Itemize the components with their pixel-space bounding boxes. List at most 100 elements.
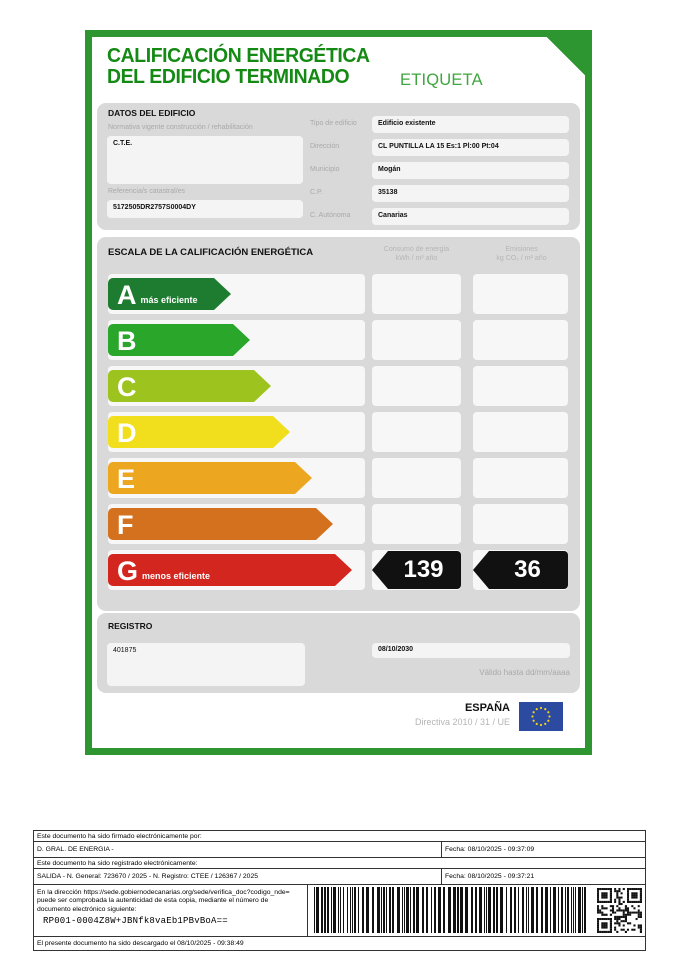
rating-track-cell: D bbox=[108, 412, 365, 452]
stamp-registered-caption: Este documento ha sido registrado electr… bbox=[37, 859, 198, 867]
consumo-cell-a bbox=[372, 274, 461, 314]
stamp-row-registry: SALIDA - N. General: 723670 / 2025 - N. … bbox=[33, 868, 646, 885]
emisiones-cell-g: 36 bbox=[473, 550, 568, 590]
direccion-value: CL PUNTILLA LA 15 Es:1 Pl:00 Pt:04 bbox=[378, 143, 499, 150]
direccion-label: Dirección bbox=[310, 143, 340, 150]
rating-letter: C bbox=[117, 372, 137, 402]
rating-letter: B bbox=[117, 326, 137, 356]
emisiones-cell-c bbox=[473, 366, 568, 406]
registro-numero-field: 401875 bbox=[107, 643, 305, 686]
rating-track-cell: E bbox=[108, 458, 365, 498]
registro-validez-value: 08/10/2030 bbox=[378, 646, 414, 653]
title-line-2: DEL EDIFICIO TERMINADO bbox=[107, 66, 350, 88]
registro-heading: REGISTRO bbox=[108, 621, 153, 631]
consumo-cell-d bbox=[372, 412, 461, 452]
stamp-downloaded-caption: El presente documento ha sido descargado… bbox=[37, 940, 244, 947]
escala-heading: ESCALA DE LA CALIFICACIÓN ENERGÉTICA bbox=[108, 247, 314, 258]
consumo-header-line1: Consumo de energía bbox=[383, 246, 450, 253]
emisiones-column-header: Emisiones kg CO₂ / m² año bbox=[474, 245, 569, 263]
municipio-label: Municipio bbox=[310, 166, 340, 173]
rating-letter: D bbox=[117, 418, 137, 448]
registro-numero-value: 401875 bbox=[113, 647, 137, 654]
cp-field: 35138 bbox=[372, 185, 569, 202]
emisiones-cell-f bbox=[473, 504, 568, 544]
stamp-signer: D. GRAL. DE ENERGIA - bbox=[37, 846, 114, 853]
tipo-edificio-value: Edificio existente bbox=[378, 120, 436, 127]
title-line-1: CALIFICACIÓN ENERGÉTICA bbox=[107, 45, 370, 67]
comunidad-value: Canarias bbox=[378, 212, 408, 219]
consumo-value-arrow: 139 bbox=[372, 551, 461, 589]
stamp-registry-number: SALIDA - N. General: 723670 / 2025 - N. … bbox=[37, 873, 259, 880]
verification-line-2: puede ser comprobada la autenticidad de … bbox=[37, 897, 269, 905]
normativa-value: C.T.E. bbox=[113, 140, 133, 147]
cp-label: C.P. bbox=[310, 189, 323, 196]
rating-track-cell: F bbox=[108, 504, 365, 544]
rating-arrow-c: C bbox=[108, 370, 271, 402]
section-escala: ESCALA DE LA CALIFICACIÓN ENERGÉTICA Con… bbox=[97, 237, 580, 611]
barcode-image bbox=[314, 887, 586, 933]
consumo-value: 139 bbox=[403, 556, 444, 583]
rating-letter: E bbox=[117, 464, 136, 494]
direccion-field: CL PUNTILLA LA 15 Es:1 Pl:00 Pt:04 bbox=[372, 139, 569, 156]
rating-track-cell: B bbox=[108, 320, 365, 360]
municipio-value: Mogán bbox=[378, 166, 401, 173]
cp-value: 35138 bbox=[378, 189, 398, 196]
emisiones-value-arrow: 36 bbox=[473, 551, 568, 589]
rating-arrow-f: F bbox=[108, 508, 333, 540]
stamp-row-downloaded: El presente documento ha sido descargado… bbox=[33, 936, 646, 951]
stamp-signed-date: Fecha: 08/10/2025 - 09:37:09 bbox=[441, 842, 645, 857]
consumo-cell-e bbox=[372, 458, 461, 498]
espana-text: ESPAÑA Directiva 2010 / 31 / UE bbox=[415, 702, 510, 731]
consumo-cell-c bbox=[372, 366, 461, 406]
rating-letter: G bbox=[117, 556, 139, 586]
emisiones-header-line1: Emisiones bbox=[505, 246, 538, 253]
emisiones-cell-a bbox=[473, 274, 568, 314]
rating-row-b: B bbox=[108, 320, 569, 360]
espana-block: ESPAÑA Directiva 2010 / 31 / UE bbox=[415, 702, 563, 731]
consumo-header-line2: kWh / m² año bbox=[395, 255, 438, 262]
consumo-column-header: Consumo de energía kWh / m² año bbox=[372, 245, 461, 263]
verification-line-1: En la dirección https://sede.gobiernodec… bbox=[37, 889, 290, 896]
referencia-field: 5172505DR2757S0004DY bbox=[107, 200, 303, 218]
consumo-cell-g: 139 bbox=[372, 550, 461, 590]
registro-validez-field: 08/10/2030 bbox=[372, 643, 570, 658]
tipo-edificio-label: Tipo de edificio bbox=[310, 120, 357, 127]
rating-arrow-d: D bbox=[108, 416, 290, 448]
emisiones-header-line2: kg CO₂ / m² año bbox=[496, 255, 547, 262]
comunidad-label: C. Autónoma bbox=[310, 212, 351, 219]
emisiones-cell-e bbox=[473, 458, 568, 498]
certificate-title: CALIFICACIÓN ENERGÉTICA DEL EDIFICIO TER… bbox=[107, 46, 370, 88]
rating-arrow-b: B bbox=[108, 324, 250, 356]
rating-track-cell: C bbox=[108, 366, 365, 406]
stamp-row-verification: En la dirección https://sede.gobiernodec… bbox=[33, 884, 646, 937]
verification-text-block: En la dirección https://sede.gobiernodec… bbox=[34, 885, 308, 936]
emisiones-value: 36 bbox=[514, 556, 541, 583]
emisiones-cell-d bbox=[473, 412, 568, 452]
rating-letter: A bbox=[117, 280, 137, 310]
stamp-row-signer: D. GRAL. DE ENERGIA - Fecha: 08/10/2025 … bbox=[33, 841, 646, 858]
datos-heading: DATOS DEL EDIFICIO bbox=[108, 108, 196, 118]
stamp-signed-caption: Este documento ha sido firmado electróni… bbox=[37, 832, 202, 840]
referencia-label: Referencia/s catastral/es bbox=[108, 188, 186, 195]
rating-arrow-e: E bbox=[108, 462, 312, 494]
normativa-label: Normativa vigente construcción / rehabil… bbox=[108, 124, 253, 131]
normativa-field: C.T.E. bbox=[107, 136, 303, 184]
etiqueta-label: ETIQUETA bbox=[400, 70, 483, 89]
tipo-edificio-field: Edificio existente bbox=[372, 116, 569, 133]
rating-row-c: C bbox=[108, 366, 569, 406]
eu-flag-stars bbox=[531, 706, 551, 727]
rating-sublabel: más eficiente bbox=[140, 295, 198, 305]
signature-stamp-table: Este documento ha sido firmado electróni… bbox=[33, 830, 646, 951]
eu-flag-icon bbox=[519, 702, 563, 731]
verification-line-3: documento electrónico siguiente: bbox=[37, 905, 137, 913]
electronic-document-code: RP001-0004Z8W+JBNfk8vaEb1PBvBoA== bbox=[43, 916, 228, 927]
section-registro: REGISTRO 401875 08/10/2030 Válido hasta … bbox=[97, 613, 580, 693]
valido-hasta-caption: Válido hasta dd/mm/aaaa bbox=[479, 668, 570, 677]
country-label: ESPAÑA bbox=[464, 702, 510, 714]
